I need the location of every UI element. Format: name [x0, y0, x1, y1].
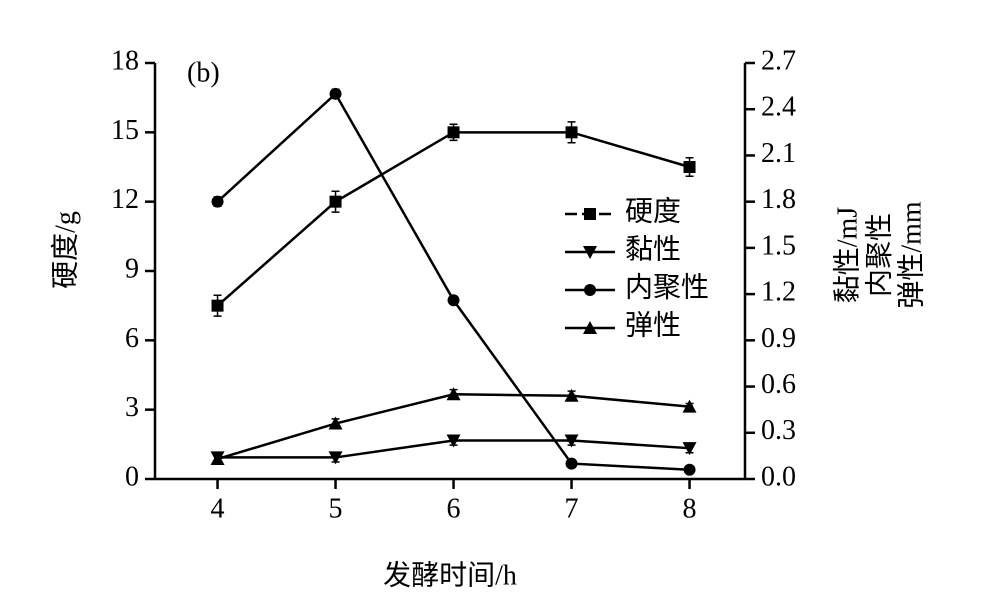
- data-point: [211, 299, 224, 312]
- data-point: [682, 442, 697, 456]
- x-tick-label: 4: [211, 493, 225, 524]
- legend-marker: [584, 208, 596, 220]
- legend-marker: [583, 246, 597, 259]
- x-tick-label: 6: [447, 493, 461, 524]
- series-line: [216, 91, 690, 472]
- y2-tick-label: 1.2: [761, 277, 796, 308]
- y-tick-label: 18: [111, 45, 139, 76]
- x-tick-label: 5: [329, 493, 343, 524]
- y2-tick-label: 0.9: [761, 323, 796, 354]
- data-point: [446, 434, 461, 448]
- x-tick-label: 7: [565, 493, 579, 524]
- y2-tick-label: 0.6: [761, 369, 796, 400]
- data-point: [446, 387, 461, 401]
- y-tick-label: 0: [125, 461, 139, 492]
- x-tick-label: 8: [683, 493, 697, 524]
- y2-tick-label: 2.7: [761, 45, 796, 76]
- y2-tick-label: 2.1: [761, 138, 796, 169]
- legend-label: 黏性: [625, 233, 681, 265]
- data-point: [564, 434, 579, 448]
- y2-axis-label: 黏性/mJ: [831, 207, 863, 304]
- y2-tick-label: 1.5: [761, 230, 796, 261]
- y2-tick-label: 0.0: [761, 461, 796, 492]
- y2-axis-label: 内聚性: [863, 213, 895, 297]
- y2-axis-label: 弹性/mm: [895, 201, 927, 309]
- legend-label: 弹性: [625, 309, 681, 341]
- y-tick-label: 6: [125, 323, 139, 354]
- y-tick-label: 9: [125, 253, 139, 284]
- y2-tick-label: 0.3: [761, 415, 796, 446]
- data-point: [329, 87, 342, 100]
- legend-marker: [584, 284, 596, 296]
- legend-marker: [583, 321, 597, 334]
- y2-tick-label: 1.8: [761, 184, 796, 215]
- data-point: [447, 126, 460, 139]
- y2-tick-label: 2.4: [761, 92, 796, 123]
- data-point: [328, 416, 343, 430]
- data-point: [211, 195, 224, 208]
- data-point: [564, 388, 579, 402]
- data-point: [447, 294, 460, 307]
- data-point: [565, 126, 578, 139]
- data-point: [682, 399, 697, 413]
- y-tick-label: 15: [111, 115, 139, 146]
- data-point: [683, 463, 696, 476]
- legend-label: 内聚性: [625, 271, 709, 303]
- y-axis-label: 硬度/g: [49, 211, 81, 289]
- series-line: [217, 393, 690, 461]
- data-point: [328, 451, 343, 465]
- data-point: [683, 161, 696, 173]
- panel-label: (b): [187, 57, 220, 88]
- y-tick-label: 3: [125, 392, 139, 423]
- series-line: [216, 131, 690, 307]
- legend-label: 硬度: [625, 195, 681, 227]
- data-point: [565, 457, 578, 470]
- data-point: [210, 451, 225, 465]
- x-axis-label: 发酵时间/h: [383, 559, 517, 591]
- data-point: [329, 195, 342, 208]
- y-tick-label: 12: [111, 184, 139, 215]
